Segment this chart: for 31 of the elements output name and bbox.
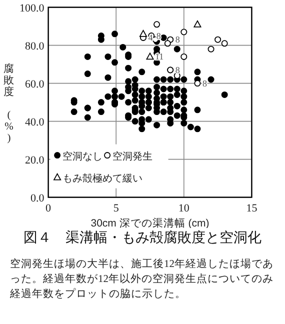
y-tick-label: 20.0 [25, 154, 45, 166]
y-tick-label: 0.0 [30, 192, 45, 204]
legend-label: 空洞なし [62, 150, 102, 162]
annotation: 11 [155, 52, 164, 62]
point [180, 53, 188, 60]
text: 空洞発生ほ場の大半は、施工後12年経過したほ場であった。経過年数が12年以外の空洞発生点についてのみ経過年数をプロットの脇に示した。 [10, 257, 274, 302]
point [208, 46, 214, 52]
x-tick-label: 5 [113, 202, 120, 214]
point [164, 40, 171, 47]
y-tick-label: 60.0 [25, 78, 45, 90]
point [139, 30, 147, 37]
x-tick-label: 10 [178, 202, 190, 214]
y-tick-label: 100.0 [20, 2, 45, 14]
x-tick-label: 0 [46, 202, 52, 214]
legend-label: もみ殻極めて緩い [62, 172, 142, 184]
point [194, 80, 201, 87]
legend-label: 空洞発生 [112, 150, 152, 162]
point [214, 36, 222, 43]
annotation: 8 [175, 65, 180, 75]
y-tick-label: 40.0 [25, 116, 45, 128]
point [221, 40, 228, 47]
y-tick-label: 80.0 [25, 40, 45, 52]
point [180, 28, 188, 36]
point [146, 52, 154, 60]
annotation: 8 [156, 30, 162, 41]
x-tick-label: 15 [246, 202, 258, 214]
y-axis-title: 腐敗度 (%) [4, 62, 14, 144]
point [154, 21, 160, 28]
point [194, 20, 202, 28]
annotation: 8 [175, 34, 180, 45]
text: 図４ 渠溝幅・もみ殻腐敗度と空洞化 [22, 229, 262, 247]
